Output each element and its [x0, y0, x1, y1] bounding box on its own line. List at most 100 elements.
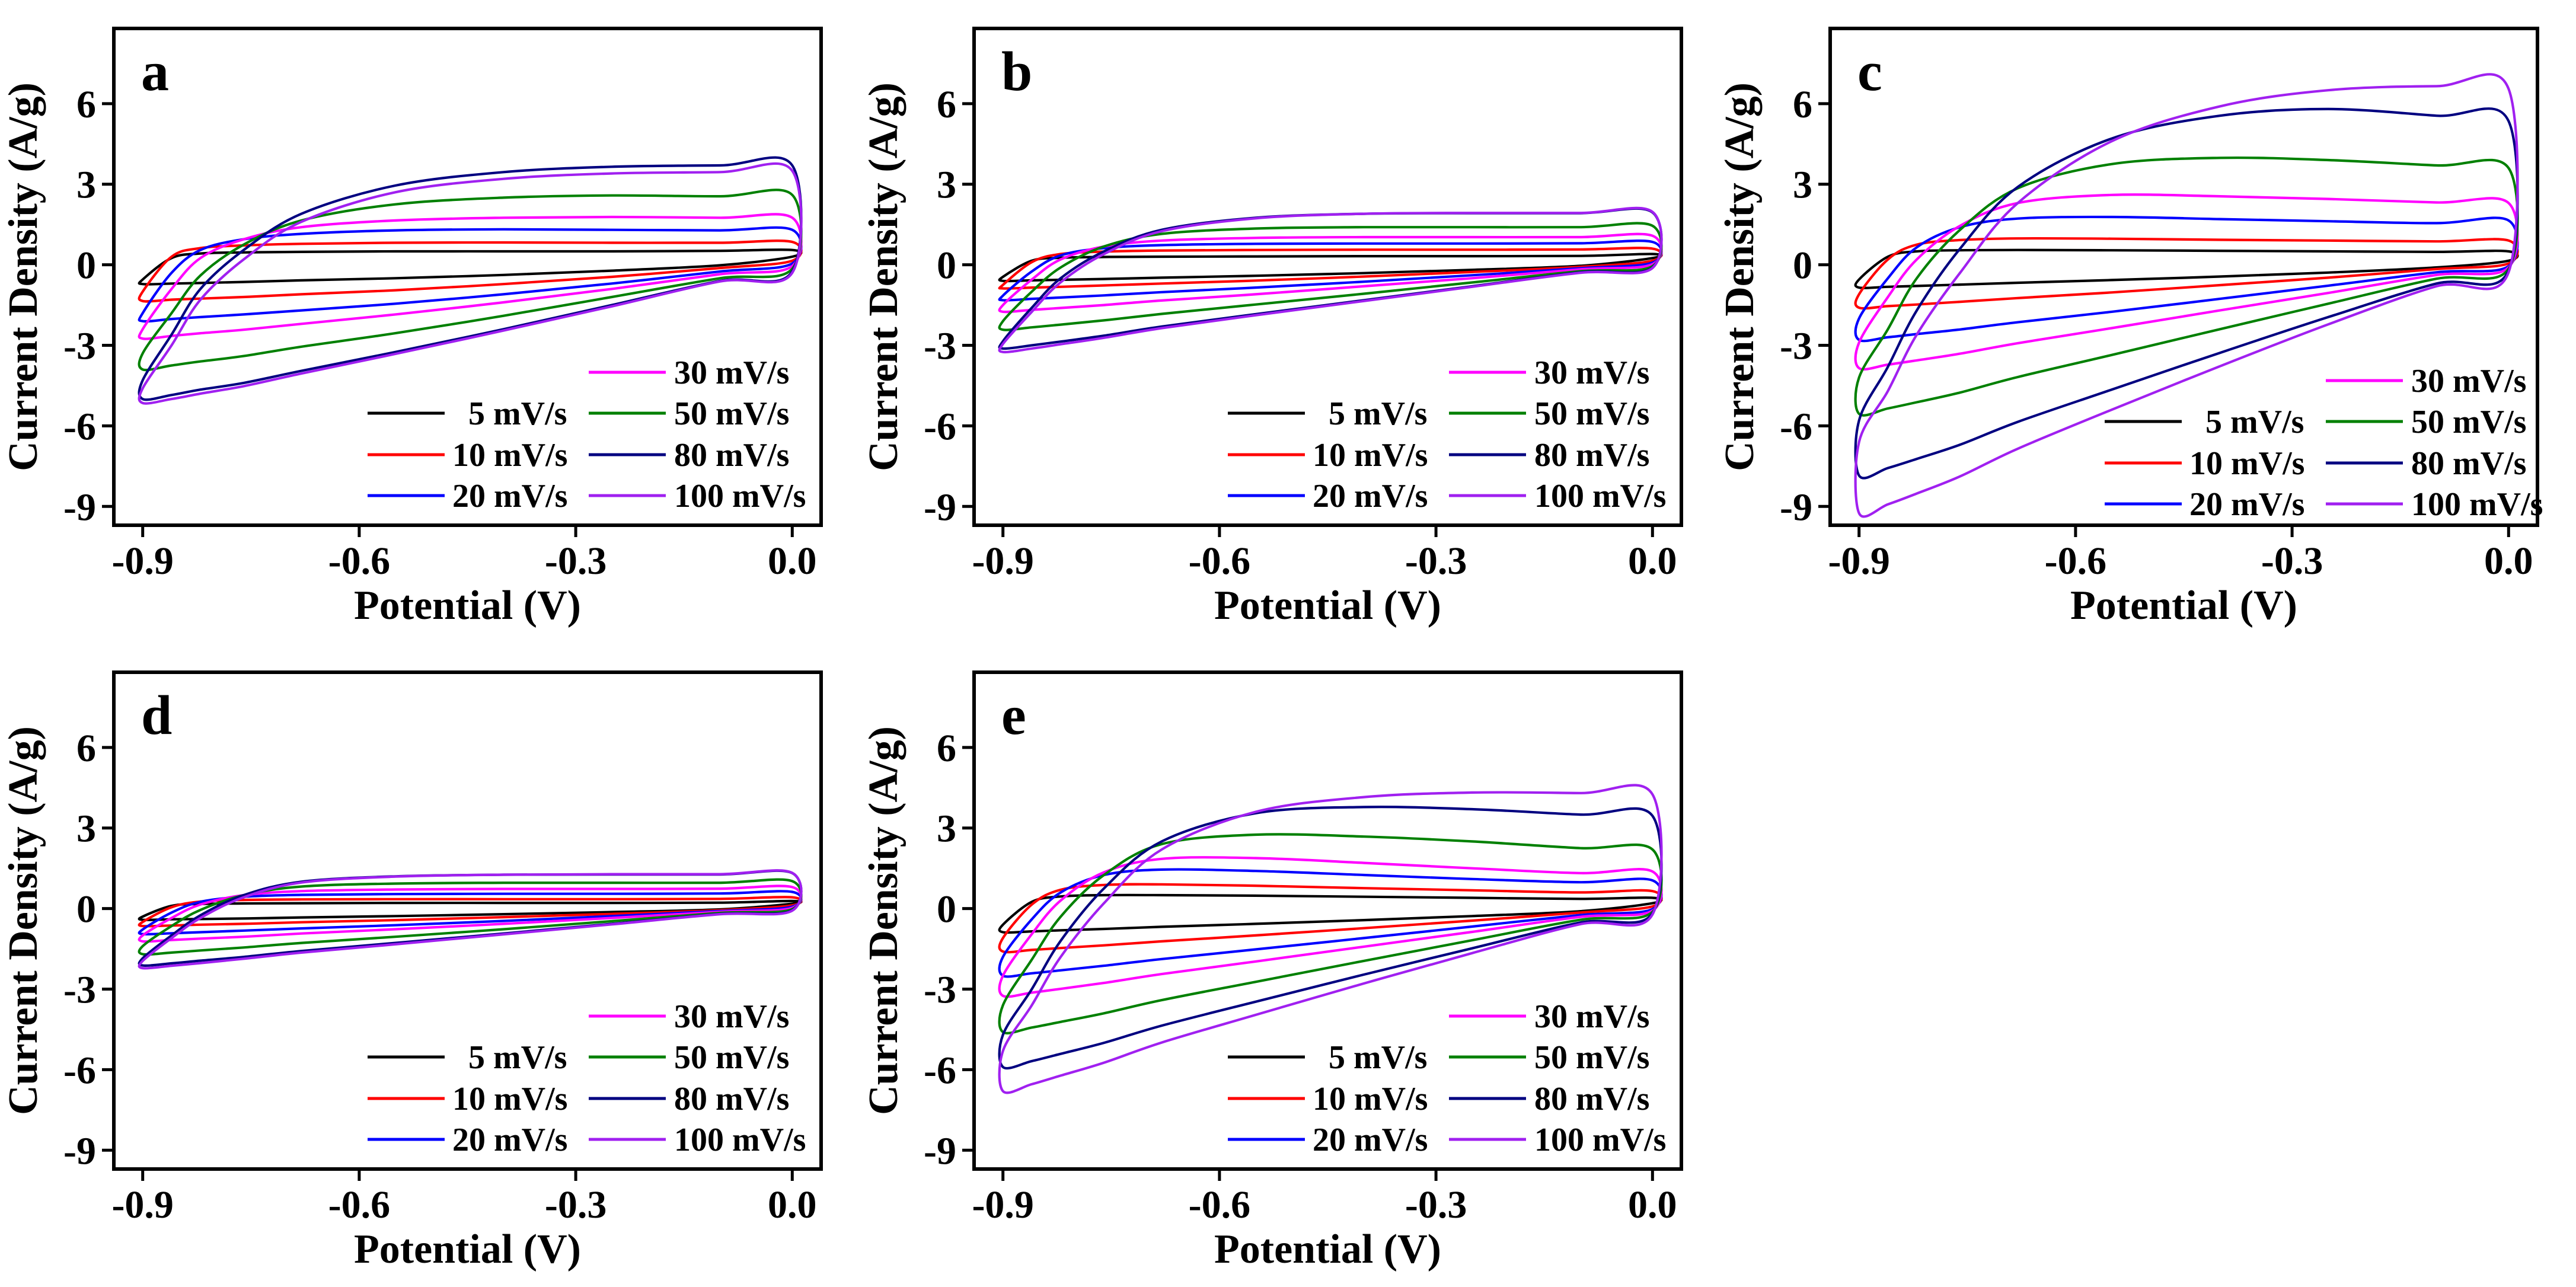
- cv-curve-10-mV-s: [138, 239, 803, 303]
- legend-label: 20 mV/s: [1313, 1122, 1428, 1158]
- legend-label: 80 mV/s: [674, 437, 789, 474]
- legend-label: 50 mV/s: [1534, 1039, 1649, 1076]
- plot-frame: [112, 670, 823, 1171]
- legend-label: 10 mV/s: [452, 437, 567, 474]
- cv-plot-a: -0.9 -0.6 -0.3 0.0 6 3 0 -3 -6 -9 Potential (V) Cur…: [1, 27, 823, 628]
- x-axis-title: Potential (V): [354, 583, 581, 628]
- panel-b: -0.9 -0.6 -0.3 0.0 6 3 0 -3 -6 -9 Potential (V) Cur…: [860, 0, 1720, 643]
- legend-label: 5 mV/s: [2205, 404, 2304, 440]
- x-tick-label: -0.3: [545, 539, 607, 583]
- x-tick-label: -0.3: [1405, 1183, 1467, 1227]
- legend-label: 80 mV/s: [1534, 1081, 1649, 1117]
- legend: 5 mV/s 10 mV/s 20 mV/s 30 mV/s 50 mV/s 80 mV/…: [368, 998, 806, 1158]
- y-tick-label: 6: [937, 83, 956, 126]
- plot-frame: [972, 27, 1683, 527]
- x-axis-title: Potential (V): [1214, 1227, 1441, 1272]
- legend: 5 mV/s 10 mV/s 20 mV/s 30 mV/s 50 mV/s 80 mV/…: [1228, 355, 1666, 515]
- y-axis-title: Current Density (A/g): [1717, 82, 1763, 471]
- legend-label: 30 mV/s: [1534, 998, 1649, 1035]
- legend: 5 mV/s 10 mV/s 20 mV/s 30 mV/s 50 mV/s 80 mV/…: [368, 355, 806, 515]
- cv-curve-100-mV-s: [998, 206, 1663, 354]
- legend-label: 5 mV/s: [1329, 1039, 1427, 1076]
- axis-ticks: -0.9 -0.6 -0.3 0.0 6 3 0 -3 -6 -9: [63, 727, 817, 1227]
- x-tick-label: -0.6: [1189, 1183, 1250, 1227]
- y-axis-title: Current Density (A/g): [861, 726, 906, 1115]
- y-tick-label: -6: [63, 1049, 96, 1092]
- curves-group: [138, 869, 803, 970]
- legend-label: 30 mV/s: [674, 998, 789, 1035]
- legend-label: 100 mV/s: [674, 1122, 806, 1158]
- cv-plot-d: -0.9 -0.6 -0.3 0.0 6 3 0 -3 -6 -9 Potential (V) Cur…: [1, 670, 823, 1272]
- cv-curve-5-mV-s: [998, 253, 1663, 283]
- cv-plot-c: -0.9 -0.6 -0.3 0.0 6 3 0 -3 -6 -9 Potential (V) Cur…: [1717, 27, 2543, 628]
- y-tick-label: -9: [1780, 486, 1812, 529]
- legend: 5 mV/s 10 mV/s 20 mV/s 30 mV/s 50 mV/s 80 mV/…: [2105, 363, 2543, 523]
- x-tick-label: 0.0: [1628, 539, 1677, 583]
- legend-label: 30 mV/s: [2411, 363, 2526, 400]
- cv-curve-100-mV-s: [1854, 73, 2519, 518]
- x-tick-label: 0.0: [768, 539, 817, 583]
- y-tick-label: -3: [924, 325, 956, 368]
- curves-group: [1854, 73, 2519, 518]
- axis-ticks: -0.9 -0.6 -0.3 0.0 6 3 0 -3 -6 -9: [924, 83, 1677, 583]
- legend-label: 50 mV/s: [674, 395, 789, 432]
- legend-label: 5 mV/s: [1329, 395, 1427, 432]
- y-tick-label: 0: [1793, 244, 1812, 288]
- legend-label: 20 mV/s: [1313, 478, 1428, 515]
- x-tick-label: -0.6: [328, 1183, 390, 1227]
- y-tick-label: 6: [937, 727, 956, 770]
- panel-letter-d: d: [141, 685, 172, 746]
- empty-grid-cell: [1720, 644, 2576, 1287]
- axis-ticks: -0.9 -0.6 -0.3 0.0 6 3 0 -3 -6 -9: [1780, 83, 2533, 583]
- y-tick-label: 3: [76, 807, 96, 851]
- y-tick-label: -3: [924, 969, 956, 1012]
- y-tick-label: 3: [937, 164, 956, 207]
- y-tick-label: 6: [76, 83, 96, 126]
- panel-letter-a: a: [141, 41, 169, 103]
- x-tick-label: -0.3: [545, 1183, 607, 1227]
- x-tick-label: -0.9: [1828, 539, 1889, 583]
- panel-e: -0.9 -0.6 -0.3 0.0 6 3 0 -3 -6 -9 Potential (V) Cur…: [860, 644, 1720, 1287]
- panel-d: -0.9 -0.6 -0.3 0.0 6 3 0 -3 -6 -9 Potential (V) Cur…: [0, 644, 860, 1287]
- y-tick-label: -6: [1780, 405, 1812, 448]
- x-tick-label: -0.9: [972, 539, 1033, 583]
- y-tick-label: -3: [63, 969, 96, 1012]
- x-tick-label: -0.9: [111, 539, 173, 583]
- x-tick-label: 0.0: [1628, 1183, 1677, 1227]
- legend-label: 20 mV/s: [2189, 486, 2304, 523]
- cv-curve-10-mV-s: [998, 883, 1663, 954]
- y-tick-label: 0: [76, 244, 96, 288]
- cv-curve-100-mV-s: [138, 162, 803, 405]
- x-tick-label: -0.3: [2261, 539, 2323, 583]
- y-axis-title: Current Density (A/g): [1, 82, 46, 471]
- y-tick-label: 6: [76, 727, 96, 770]
- legend-label: 80 mV/s: [674, 1081, 789, 1117]
- cv-curve-5-mV-s: [1854, 248, 2519, 289]
- y-tick-label: -9: [63, 1129, 96, 1173]
- y-tick-label: -9: [63, 486, 96, 529]
- axis-ticks: -0.9 -0.6 -0.3 0.0 6 3 0 -3 -6 -9: [63, 83, 817, 583]
- y-tick-label: 0: [937, 244, 956, 288]
- legend-label: 10 mV/s: [1313, 1081, 1428, 1117]
- panel-letter-b: b: [1001, 41, 1032, 103]
- x-tick-label: -0.9: [972, 1183, 1033, 1227]
- legend-label: 5 mV/s: [468, 395, 567, 432]
- y-tick-label: 6: [1793, 83, 1812, 126]
- legend-label: 100 mV/s: [2411, 486, 2543, 523]
- y-axis-title: Current Density (A/g): [1, 726, 46, 1115]
- y-tick-label: -9: [924, 1129, 956, 1173]
- cv-plot-b: -0.9 -0.6 -0.3 0.0 6 3 0 -3 -6 -9 Potential (V) Cur…: [861, 27, 1683, 628]
- legend-label: 80 mV/s: [1534, 437, 1649, 474]
- plot-frame: [1828, 27, 2539, 527]
- curves-group: [998, 206, 1663, 354]
- legend-label: 100 mV/s: [1534, 1122, 1666, 1158]
- legend-label: 50 mV/s: [674, 1039, 789, 1076]
- y-tick-label: -6: [924, 405, 956, 448]
- legend-label: 20 mV/s: [452, 478, 567, 515]
- cv-plot-e: -0.9 -0.6 -0.3 0.0 6 3 0 -3 -6 -9 Potential (V) Cur…: [861, 670, 1683, 1272]
- cv-curve-30-mV-s: [998, 232, 1663, 314]
- cv-curve-20-mV-s: [998, 239, 1663, 302]
- legend-label: 50 mV/s: [1534, 395, 1649, 432]
- y-tick-label: 3: [1793, 164, 1812, 207]
